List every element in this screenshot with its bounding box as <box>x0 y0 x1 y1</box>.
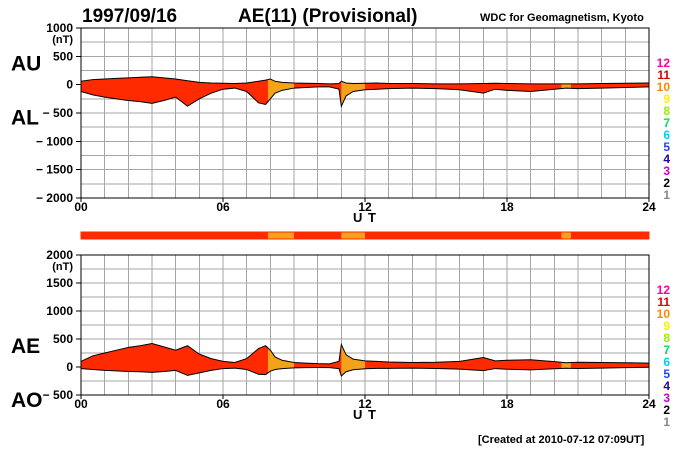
au-al-unit-label: (nT) <box>52 34 73 46</box>
station-count-label: 8 <box>663 331 670 345</box>
series-line-al <box>80 86 650 108</box>
ae-ao-x-axis-label: U T <box>353 407 377 422</box>
station-count-label: 1 <box>663 188 670 202</box>
y-tick-label: 0 <box>66 360 73 374</box>
station-count-label: 3 <box>663 391 670 405</box>
ae-label: AE <box>11 335 40 358</box>
series-line-ae <box>80 342 650 365</box>
au-al-x-ticks: 00 06 12 18 24 <box>74 198 656 214</box>
x-tick-label: 06 <box>216 200 230 214</box>
coverage-bar-reduced <box>341 232 365 239</box>
station-count-label: 6 <box>663 128 670 142</box>
station-count-label: 10 <box>657 80 671 94</box>
coverage-bar-frame <box>80 231 650 240</box>
station-count-label: 1 <box>663 415 670 429</box>
ae-ao-plot-frame <box>80 254 650 396</box>
station-count-label: 10 <box>657 307 671 321</box>
y-tick-label: 2000 <box>46 248 73 262</box>
chart-date: 1997/09/16 <box>82 6 177 27</box>
station-count-label: 2 <box>663 176 670 190</box>
source-label: WDC for Geomagnetism, Kyoto <box>480 12 644 24</box>
station-count-label: 11 <box>657 295 670 309</box>
created-timestamp: [Created at 2010-07-12 07:09UT] <box>478 434 645 446</box>
y-tick-label: 500 <box>53 49 73 63</box>
y-tick-label: 0 <box>66 78 73 92</box>
y-tick-label: − 1000 <box>36 134 73 148</box>
series-line-ao <box>80 366 650 377</box>
x-tick-label: 00 <box>74 200 88 214</box>
au-al-x-axis-label: U T <box>353 210 377 225</box>
x-tick-label: 12 <box>358 397 372 411</box>
ae-ao-unit-label: (nT) <box>52 261 73 273</box>
al-label: AL <box>11 107 39 130</box>
x-tick-label: 18 <box>500 397 514 411</box>
ae-ao-x-ticks: 00 06 12 18 24 <box>74 395 656 411</box>
station-count-label: 5 <box>663 367 670 381</box>
x-tick-label: 18 <box>500 200 514 214</box>
au-al-plot-frame <box>80 27 650 199</box>
station-coverage-bar <box>80 231 650 240</box>
station-count-label: 3 <box>663 164 670 178</box>
coverage-bar-reduced <box>561 232 571 239</box>
y-tick-label: − 500 <box>43 388 74 402</box>
y-tick-label: 1000 <box>46 304 73 318</box>
y-tick-label: − 500 <box>43 106 74 120</box>
ae-ao-y-ticks: 2000 1500 1000 500 0 − 500 <box>43 248 81 402</box>
station-count-label: 9 <box>663 319 670 333</box>
station-count-label: 9 <box>663 92 670 106</box>
ae-ao-fill-area <box>81 343 649 376</box>
x-tick-label: 24 <box>642 200 656 214</box>
x-tick-label: 00 <box>74 397 88 411</box>
station-count-label: 6 <box>663 355 670 369</box>
series-line-au <box>80 76 650 85</box>
station-count-label: 8 <box>663 104 670 118</box>
station-count-label: 7 <box>663 343 670 357</box>
au-al-gridlines <box>81 28 649 198</box>
y-tick-label: 1000 <box>46 21 73 35</box>
station-count-label: 4 <box>663 152 670 166</box>
x-tick-label: 24 <box>642 397 656 411</box>
y-tick-label: − 2000 <box>36 191 73 205</box>
station-count-label: 7 <box>663 116 670 130</box>
ao-label: AO <box>11 389 43 412</box>
station-count-label: 11 <box>657 68 670 82</box>
station-count-label: 2 <box>663 403 670 417</box>
chart-title: AE(11) (Provisional) <box>238 6 418 27</box>
au-label: AU <box>11 53 41 76</box>
au-al-y-ticks: 1000 500 0 − 500 − 1000 − 1500 − 2000 <box>36 21 81 205</box>
station-count-label: 4 <box>663 379 670 393</box>
x-tick-label: 12 <box>358 200 372 214</box>
y-tick-label: 500 <box>53 332 73 346</box>
y-tick-label: − 1500 <box>36 163 73 177</box>
x-tick-label: 06 <box>216 397 230 411</box>
y-tick-label: 1500 <box>46 276 73 290</box>
station-count-label: 5 <box>663 140 670 154</box>
ae-ao-gridlines <box>81 255 649 395</box>
station-count-label: 12 <box>657 56 671 70</box>
au-al-fill-area <box>81 76 649 107</box>
station-count-label: 12 <box>657 283 671 297</box>
coverage-bar-reduced <box>267 232 294 239</box>
